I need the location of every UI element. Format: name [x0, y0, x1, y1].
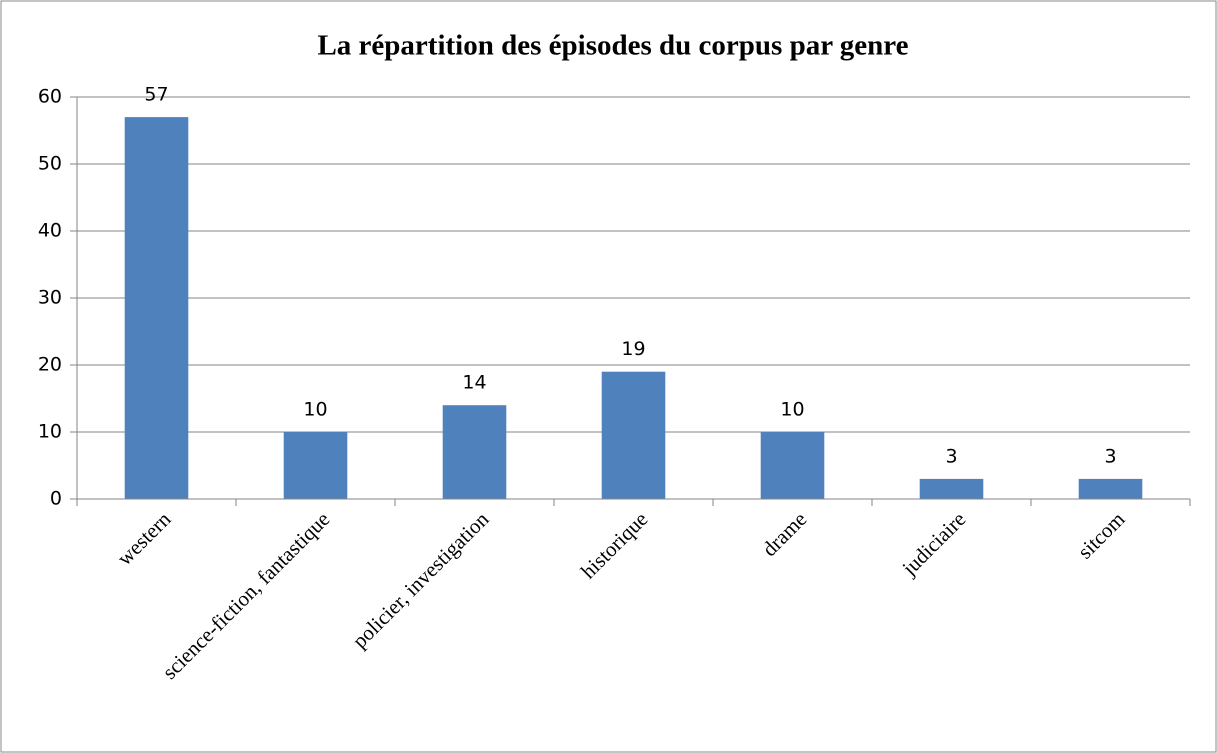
bar	[124, 117, 189, 499]
chart-title: La répartition des épisodes du corpus pa…	[317, 30, 908, 62]
value-label: 10	[780, 399, 804, 421]
bar	[760, 432, 825, 499]
value-label: 3	[1104, 445, 1116, 467]
y-tick-label: 50	[38, 153, 62, 175]
y-tick-label: 10	[38, 421, 62, 443]
value-label: 57	[144, 84, 168, 106]
y-tick-label: 30	[38, 287, 62, 309]
y-tick-label: 60	[38, 86, 62, 108]
bar	[1078, 478, 1143, 499]
y-tick-label: 0	[50, 488, 62, 510]
bar	[601, 371, 666, 499]
value-label: 19	[621, 338, 645, 360]
y-tick-label: 40	[38, 220, 62, 242]
value-label: 3	[945, 445, 957, 467]
bar	[283, 432, 348, 499]
bar	[442, 405, 507, 499]
value-label: 14	[462, 372, 486, 394]
value-label: 10	[303, 399, 327, 421]
y-tick-label: 20	[38, 354, 62, 376]
bar	[919, 478, 984, 499]
